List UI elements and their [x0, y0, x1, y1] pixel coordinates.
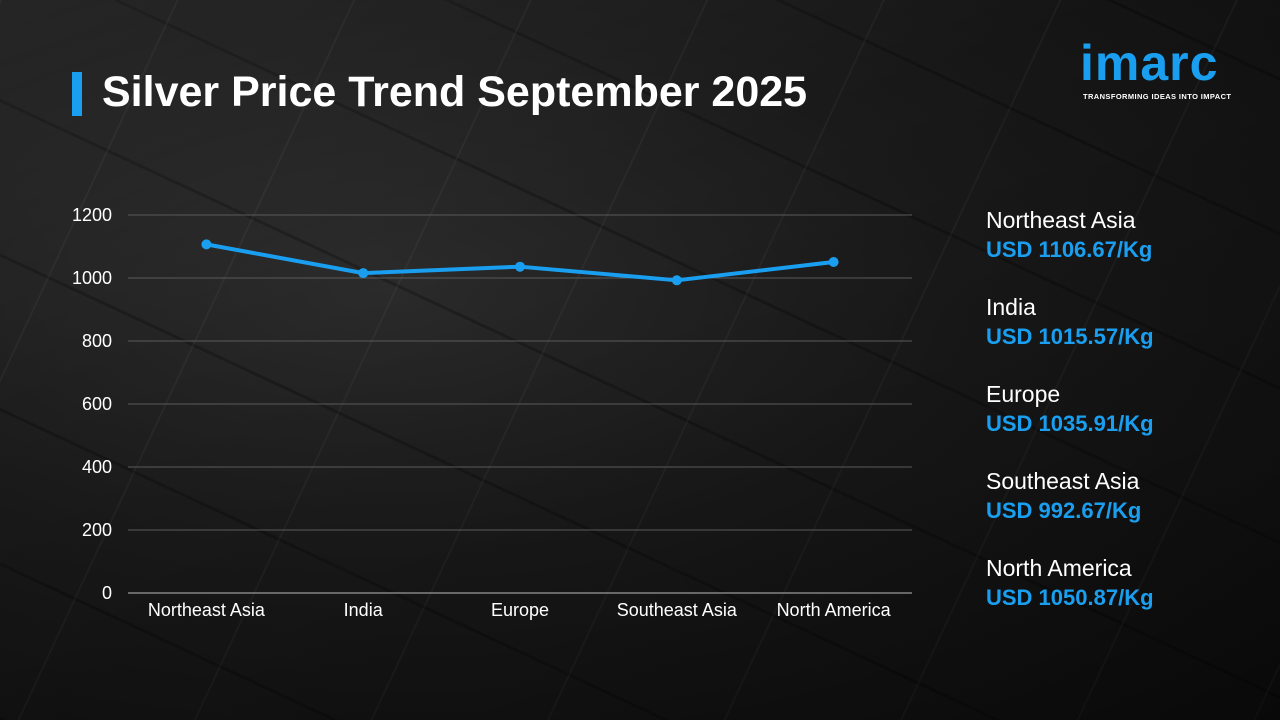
- data-point: [358, 268, 369, 279]
- logo-tagline: TRANSFORMING IDEAS INTO IMPACT: [1083, 92, 1232, 101]
- price-region: Northeast Asia: [986, 207, 1136, 233]
- y-tick-label: 0: [102, 583, 112, 603]
- data-point: [515, 261, 525, 272]
- price-item-north-america: North America USD 1050.87/Kg: [986, 553, 1266, 640]
- x-tick-label: North America: [777, 600, 892, 620]
- price-value: USD 1050.87/Kg: [986, 585, 1154, 610]
- price-region: Europe: [986, 381, 1061, 407]
- title-accent-bar: [72, 72, 82, 116]
- price-item-southeast-asia: Southeast Asia USD 992.67/Kg: [986, 466, 1266, 553]
- page-title: Silver Price Trend September 2025: [102, 68, 808, 116]
- line-chart: 0 200 400 600 800 1000 1200 Northeast Asia India…: [72, 205, 912, 620]
- y-tick-label: 400: [82, 457, 112, 477]
- x-tick-label: Northeast Asia: [148, 600, 266, 620]
- y-tick-label: 200: [82, 520, 112, 540]
- x-tick-label: India: [344, 600, 384, 620]
- price-region: North America: [986, 555, 1132, 581]
- price-item-europe: Europe USD 1035.91/Kg: [986, 379, 1266, 466]
- y-tick-label: 600: [82, 394, 112, 414]
- data-point: [201, 239, 212, 250]
- price-list: Northeast Asia USD 1106.67/Kg India USD …: [986, 205, 1266, 640]
- price-item-india: India USD 1015.57/Kg: [986, 292, 1266, 379]
- price-region: Southeast Asia: [986, 468, 1140, 494]
- price-value: USD 992.67/Kg: [986, 498, 1142, 523]
- y-tick-label: 1200: [72, 205, 112, 225]
- price-value: USD 1035.91/Kg: [986, 411, 1154, 436]
- price-value: USD 1106.67/Kg: [986, 237, 1153, 262]
- price-region: India: [986, 294, 1036, 320]
- y-tick-label: 800: [82, 331, 112, 351]
- price-item-northeast-asia: Northeast Asia USD 1106.67/Kg: [986, 205, 1266, 292]
- data-point: [828, 256, 839, 267]
- y-tick-label: 1000: [72, 268, 112, 288]
- price-value: USD 1015.57/Kg: [986, 324, 1154, 349]
- imarc-logo: imarc TRANSFORMING IDEAS INTO IMPACT: [1080, 30, 1250, 105]
- x-tick-label: Europe: [491, 600, 549, 620]
- x-tick-label: Southeast Asia: [617, 600, 738, 620]
- data-point: [671, 275, 682, 286]
- logo-wordmark: imarc: [1080, 35, 1219, 91]
